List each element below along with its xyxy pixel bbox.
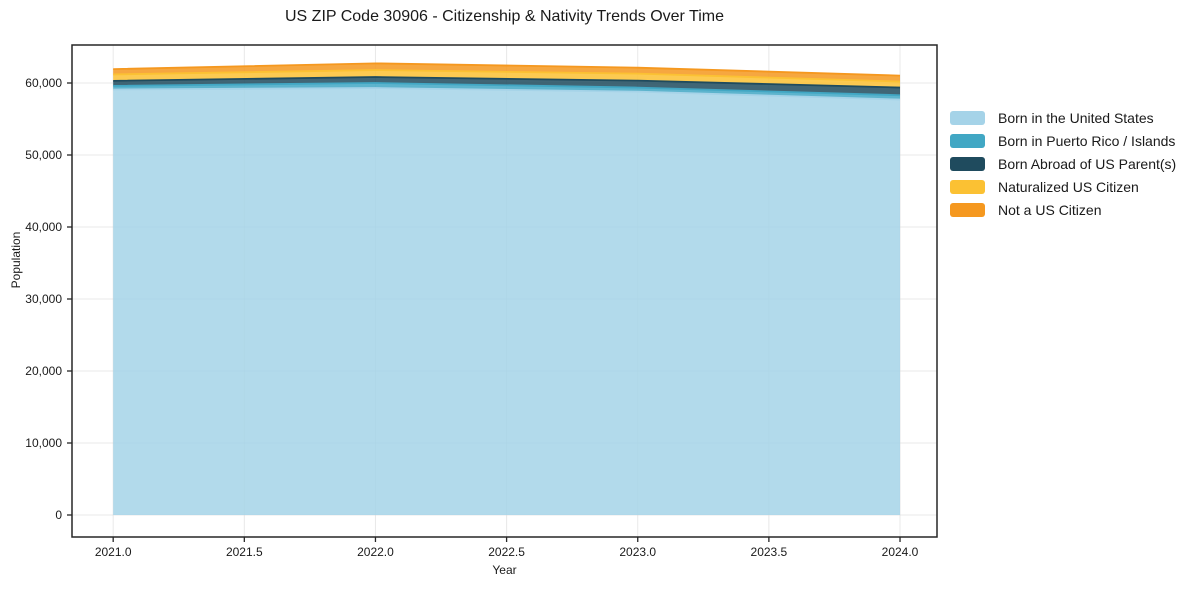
legend: Born in the United States Born in Puerto … — [950, 106, 1176, 222]
x-tick-label: 2021.5 — [225, 545, 263, 559]
y-tick-label: 30,000 — [25, 291, 62, 306]
area-edge-line — [113, 62, 901, 77]
x-tick-label: 2023.0 — [619, 545, 657, 559]
y-tick-label: 20,000 — [25, 363, 62, 378]
area-edge-line — [113, 76, 901, 89]
y-tick-label: 10,000 — [25, 435, 62, 450]
x-axis-label: Year — [492, 563, 517, 577]
x-tick-label: 2021.0 — [94, 545, 132, 559]
x-tick-label: 2023.5 — [750, 545, 788, 559]
legend-item: Born in the United States — [950, 106, 1176, 129]
legend-item-label: Not a US Citizen — [998, 202, 1102, 219]
stacked-area-plot — [67, 44, 938, 542]
area-edge-line — [113, 82, 901, 97]
area-band — [113, 63, 901, 82]
plot-frame — [71, 44, 938, 538]
x-tick-label: 2022.0 — [357, 545, 394, 559]
y-tick-label: 60,000 — [25, 76, 62, 90]
legend-item: Born in Puerto Rico / Islands — [950, 129, 1176, 152]
area-band — [113, 88, 901, 515]
legend-swatch-icon — [950, 110, 985, 125]
area-edge-line — [113, 87, 901, 101]
y-tick-label: 40,000 — [25, 219, 62, 234]
area-edge-line — [113, 69, 901, 83]
legend-swatch-icon — [950, 133, 985, 148]
legend-item-label: Born in the United States — [998, 109, 1154, 126]
x-tick-label: 2024.0 — [881, 545, 919, 559]
legend-item: Born Abroad of US Parent(s) — [950, 152, 1176, 175]
y-tick-label: 0 — [55, 507, 62, 522]
legend-item: Not a US Citizen — [950, 199, 1176, 222]
plot-area — [67, 44, 938, 542]
area-band — [113, 77, 901, 96]
legend-item-label: Born in Puerto Rico / Islands — [998, 132, 1176, 149]
y-axis-label: Population — [9, 231, 23, 289]
area-band — [113, 83, 901, 100]
legend-item-label: Born Abroad of US Parent(s) — [998, 155, 1177, 172]
legend-swatch-icon — [950, 180, 985, 195]
legend-swatch-icon — [950, 203, 985, 218]
legend-swatch-icon — [950, 156, 985, 171]
chart-title: US ZIP Code 30906 - Citizenship & Nativi… — [285, 8, 724, 25]
legend-item-label: Naturalized US Citizen — [998, 179, 1139, 196]
legend-item: Naturalized US Citizen — [950, 176, 1176, 199]
x-tick-label: 2022.5 — [488, 545, 525, 559]
y-tick-label: 50,000 — [25, 148, 62, 162]
